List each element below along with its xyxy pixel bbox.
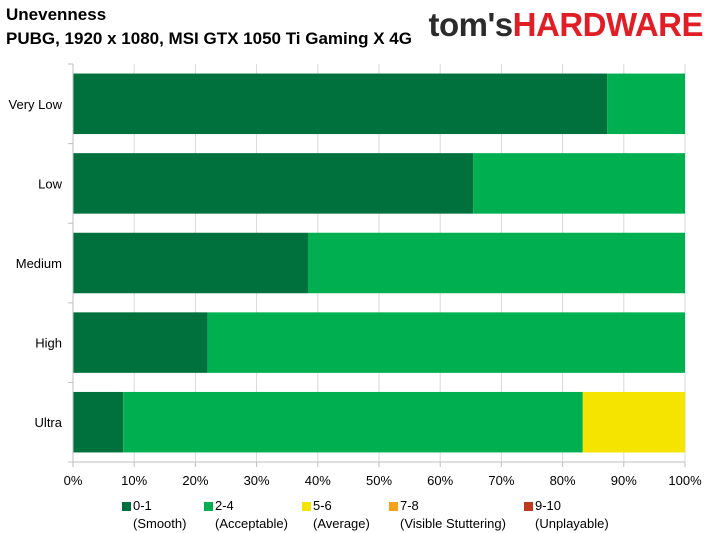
- legend-range-label: 9-10: [535, 498, 562, 513]
- x-tick-label: 0%: [64, 473, 83, 488]
- x-tick-label: 70%: [488, 473, 514, 488]
- legend-swatch: [204, 502, 213, 511]
- y-category-label: High: [35, 336, 62, 351]
- x-tick-label: 50%: [366, 473, 392, 488]
- legend-swatch: [524, 502, 533, 511]
- logo-hardware: HARDWARE: [512, 6, 704, 43]
- x-tick-label: 30%: [244, 473, 270, 488]
- legend-range-label: 2-4: [215, 498, 234, 513]
- x-tick-label: 20%: [182, 473, 208, 488]
- bar-segment: [607, 73, 685, 135]
- legend-description-label: (Smooth): [133, 516, 187, 531]
- chart-title: Unevenness: [6, 5, 107, 24]
- y-category-label: Very Low: [9, 97, 63, 112]
- y-category-label: Medium: [16, 256, 62, 271]
- x-tick-label: 100%: [668, 473, 702, 488]
- legend-description-label: (Average): [313, 516, 370, 531]
- bar-segment: [123, 391, 583, 453]
- legend-swatch: [302, 502, 311, 511]
- axes: 0% 10% 20% 30% 40% 50% 60% 70% 80% 90% 100% Very Lo…: [9, 63, 702, 488]
- x-tick-label: 80%: [550, 473, 576, 488]
- bar-segment: [207, 312, 685, 373]
- x-tick-label: 10%: [121, 473, 147, 488]
- bar-segment: [582, 391, 685, 453]
- legend-description-label: (Visible Stuttering): [400, 516, 506, 531]
- bar-segment: [473, 153, 685, 214]
- toms-hardware-logo: tom'sHARDWARE: [428, 6, 703, 44]
- legend-range-label: 0-1: [133, 498, 152, 513]
- y-category-label: Ultra: [35, 415, 63, 430]
- x-tick-label: 60%: [427, 473, 453, 488]
- legend-swatch: [122, 502, 131, 511]
- legend-range-label: 7-8: [400, 498, 419, 513]
- bar-segment: [308, 232, 685, 294]
- bar-segment: [73, 232, 309, 294]
- legend-description-label: (Unplayable): [535, 516, 609, 531]
- x-tick-label: 40%: [305, 473, 331, 488]
- y-category-label: Low: [38, 176, 62, 191]
- bars: [73, 73, 685, 453]
- legend-description-label: (Acceptable): [215, 516, 288, 531]
- bar-segment: [73, 153, 474, 214]
- legend-swatch: [389, 502, 398, 511]
- bar-segment: [73, 73, 608, 135]
- legend-range-label: 5-6: [313, 498, 332, 513]
- x-tick-label: 90%: [611, 473, 637, 488]
- bar-segment: [73, 391, 124, 453]
- chart-subtitle: PUBG, 1920 x 1080, MSI GTX 1050 Ti Gamin…: [6, 29, 412, 48]
- bar-segment: [73, 312, 208, 373]
- legend: 0-1 (Smooth) 2-4 (Acceptable) 5-6 (Average) 7-…: [0, 497, 711, 533]
- logo-toms: tom's: [428, 6, 513, 43]
